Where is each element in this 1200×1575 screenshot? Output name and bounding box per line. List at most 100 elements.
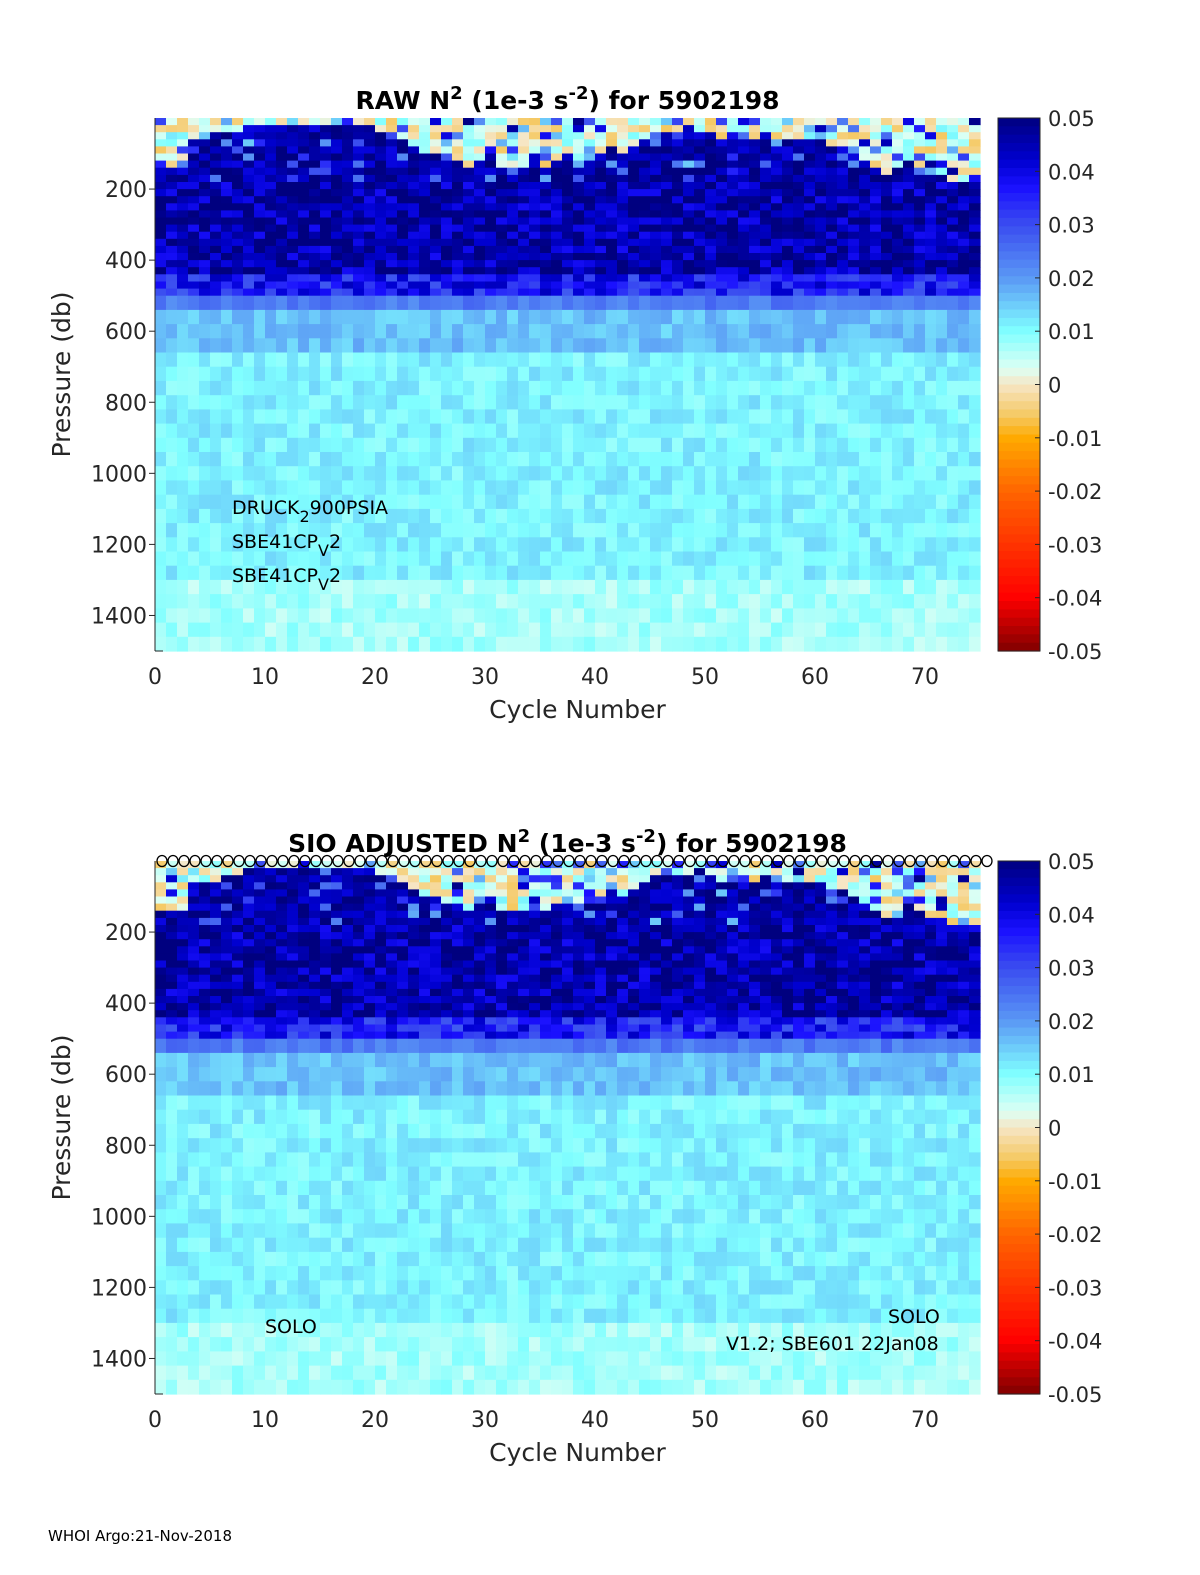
heatmap-cell <box>573 160 585 169</box>
heatmap-cell <box>375 1223 387 1239</box>
heatmap-cell <box>364 132 376 140</box>
heatmap-cell <box>353 910 365 919</box>
heatmap-cell <box>694 125 706 133</box>
heatmap-cell <box>529 523 541 538</box>
heatmap-cell <box>188 1031 200 1040</box>
heatmap-cell <box>474 153 486 162</box>
heatmap-cell <box>727 288 739 297</box>
heatmap-cell <box>364 452 376 467</box>
heatmap-cell <box>617 380 629 396</box>
heatmap-cell <box>386 988 398 997</box>
heatmap-cell <box>397 565 409 581</box>
heatmap-cell <box>628 274 640 282</box>
heatmap-cell <box>485 281 497 290</box>
heatmap-cell <box>529 395 541 410</box>
heatmap-cell <box>232 882 244 890</box>
heatmap-cell <box>276 1081 288 1097</box>
heatmap-cell <box>353 146 365 155</box>
heatmap-cell <box>155 238 167 247</box>
heatmap-cell <box>177 309 189 325</box>
heatmap-cell <box>529 352 541 368</box>
heatmap-cell <box>419 210 431 219</box>
heatmap-cell <box>320 1152 332 1168</box>
heatmap-cell <box>166 1024 178 1033</box>
heatmap-cell <box>584 260 596 268</box>
heatmap-cell <box>408 352 420 368</box>
heatmap-cell <box>683 288 695 297</box>
heatmap-cell <box>287 480 299 496</box>
heatmap-cell <box>276 245 288 254</box>
heatmap-cell <box>155 288 167 297</box>
colorbar-segment <box>998 626 1040 635</box>
heatmap-cell <box>859 366 871 382</box>
heatmap-cell <box>265 196 277 204</box>
heatmap-cell <box>375 1365 387 1381</box>
colorbar-segment <box>998 609 1040 619</box>
heatmap-cell <box>694 260 706 268</box>
heatmap-cell <box>914 274 926 282</box>
heatmap-cell <box>155 903 167 912</box>
heatmap-cell <box>848 437 860 453</box>
heatmap-cell <box>375 974 387 983</box>
heatmap-cell <box>243 939 255 947</box>
heatmap-cell <box>672 146 684 155</box>
heatmap-cell <box>683 579 695 595</box>
heatmap-cell <box>804 132 816 140</box>
heatmap-cell <box>210 274 222 282</box>
heatmap-cell <box>815 423 827 439</box>
heatmap-cell <box>276 946 288 954</box>
heatmap-cell <box>606 466 618 481</box>
annotation-rest: 2 <box>329 565 341 587</box>
heatmap-cell <box>199 437 211 453</box>
heatmap-cell <box>287 452 299 467</box>
heatmap-cell <box>474 167 486 176</box>
heatmap-cell <box>386 896 398 905</box>
heatmap-cell <box>903 231 915 240</box>
heatmap-cell <box>188 174 200 183</box>
heatmap-cell <box>452 594 464 609</box>
heatmap-cell <box>342 267 354 275</box>
heatmap-cell <box>837 132 849 140</box>
heatmap-cell <box>529 231 541 240</box>
heatmap-cell <box>650 196 662 204</box>
heatmap-cell <box>540 636 552 652</box>
heatmap-cell <box>804 160 816 169</box>
heatmap-cell <box>870 153 882 162</box>
heatmap-cell <box>254 452 266 467</box>
heatmap-cell <box>540 260 552 268</box>
heatmap-cell <box>551 452 563 467</box>
heatmap-cell <box>782 189 794 197</box>
heatmap-cell <box>859 423 871 439</box>
heatmap-cell <box>166 1266 178 1281</box>
heatmap-cell <box>474 288 486 297</box>
heatmap-cell <box>232 1294 244 1310</box>
heatmap-cell <box>232 508 244 524</box>
heatmap-cell <box>254 608 266 624</box>
heatmap-cell <box>232 118 244 126</box>
heatmap-cell <box>353 551 365 567</box>
heatmap-cell <box>903 146 915 155</box>
heatmap-cell <box>199 1067 211 1082</box>
heatmap-cell <box>155 189 167 197</box>
heatmap-cell <box>386 1294 398 1310</box>
heatmap-cell <box>606 380 618 396</box>
heatmap-cell <box>386 1024 398 1033</box>
heatmap-cell <box>826 281 838 290</box>
heatmap-cell <box>628 288 640 297</box>
heatmap-cell <box>309 118 321 126</box>
heatmap-cell <box>969 274 981 282</box>
heatmap-cell <box>287 537 299 553</box>
heatmap-cell <box>969 594 981 609</box>
heatmap-cell <box>210 174 222 183</box>
heatmap-cell <box>375 395 387 410</box>
heatmap-cell <box>683 231 695 240</box>
heatmap-cell <box>199 1223 211 1239</box>
heatmap-cell <box>386 960 398 969</box>
heatmap-cell <box>771 267 783 275</box>
heatmap-cell <box>210 1266 222 1281</box>
heatmap-cell <box>188 608 200 624</box>
heatmap-cell <box>331 1017 343 1025</box>
heatmap-cell <box>287 352 299 368</box>
heatmap-cell <box>738 260 750 268</box>
heatmap-cell <box>397 917 409 926</box>
